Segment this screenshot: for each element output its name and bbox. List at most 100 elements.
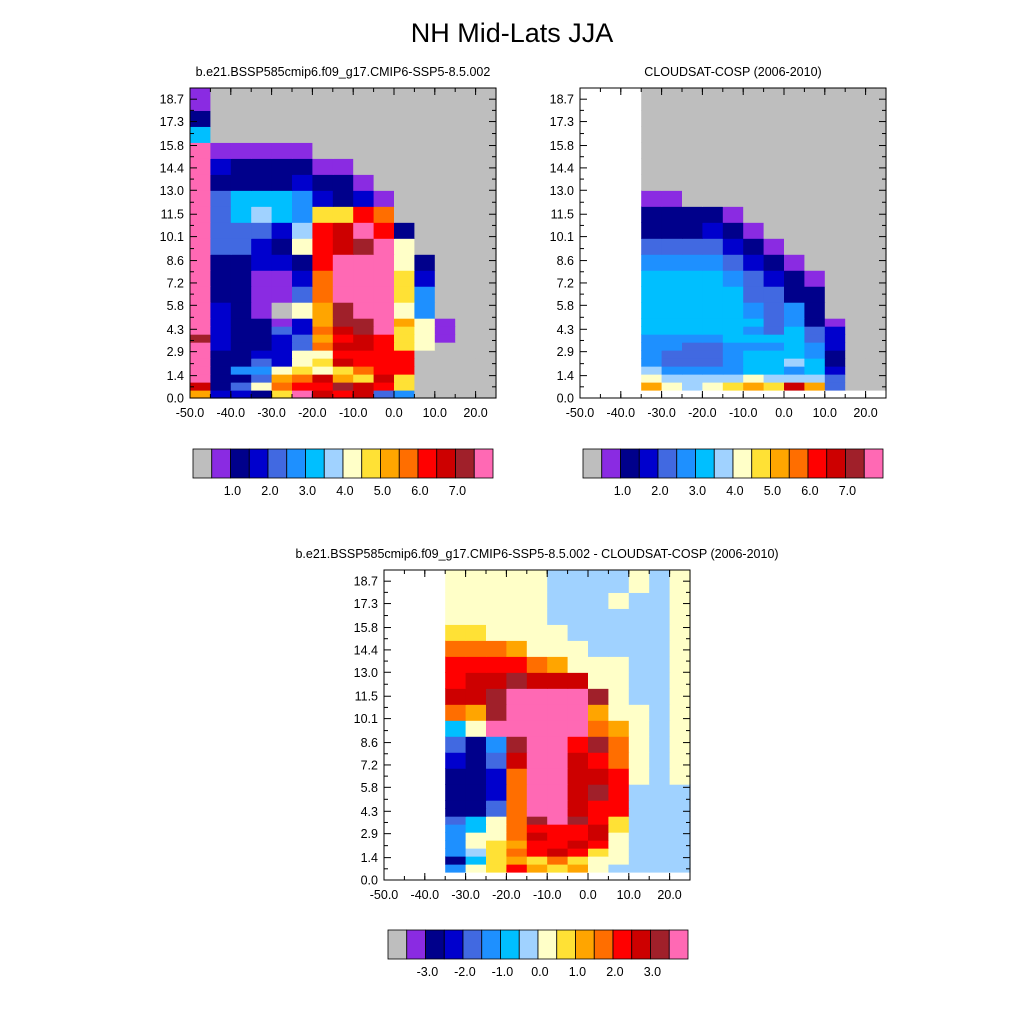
- heatmap-cell: [845, 174, 867, 191]
- heatmap-cell: [547, 720, 569, 737]
- heatmap-cell: [271, 350, 293, 359]
- heatmap-cell: [394, 374, 415, 383]
- heatmap-cell: [649, 656, 671, 673]
- heatmap-cell: [824, 174, 846, 191]
- heatmap-cell: [353, 334, 375, 343]
- heatmap-cell: [414, 110, 436, 127]
- heatmap-cell: [434, 374, 456, 383]
- heatmap-cell: [743, 110, 765, 127]
- heatmap-cell: [661, 318, 683, 327]
- heatmap-cell: [669, 832, 691, 841]
- heatmap-cell: [763, 174, 785, 191]
- plot-frame: [383, 569, 691, 881]
- heatmap-cell: [661, 222, 683, 239]
- heatmap-cell: [312, 318, 334, 327]
- heatmap-cell: [661, 238, 683, 255]
- heatmap-cell: [763, 318, 785, 327]
- heatmap-cell: [804, 302, 826, 319]
- heatmap-cell: [394, 126, 415, 143]
- heatmap-cell: [445, 824, 467, 833]
- heatmap-cell: [547, 704, 569, 721]
- colorbar-swatch: [612, 929, 633, 960]
- heatmap-cell: [271, 142, 293, 159]
- heatmap-cell: [743, 374, 765, 383]
- heatmap-cell: [190, 374, 211, 383]
- heatmap-cell: [547, 848, 569, 857]
- heatmap-cell: [526, 840, 548, 849]
- heatmap-cell: [526, 672, 548, 689]
- heatmap-cell: [414, 126, 436, 143]
- heatmap-cell: [784, 126, 805, 143]
- heatmap-cell: [230, 270, 252, 287]
- x-tick-label: -50.0: [566, 406, 595, 420]
- heatmap-cell: [743, 350, 765, 359]
- heatmap-cell: [702, 350, 724, 359]
- heatmap-cell: [526, 800, 548, 809]
- heatmap-cell: [271, 358, 293, 367]
- heatmap-cell: [661, 358, 683, 367]
- heatmap-cell: [804, 350, 826, 359]
- heatmap-cell: [455, 206, 477, 223]
- heatmap-cell: [702, 286, 724, 303]
- heatmap-cell: [486, 864, 507, 873]
- heatmap-cell: [312, 206, 334, 223]
- heatmap-cell: [641, 222, 663, 239]
- heatmap-cell: [455, 302, 477, 319]
- x-tick-label: -30.0: [257, 406, 286, 420]
- x-tick-label: -10.0: [533, 888, 562, 902]
- heatmap-cell: [588, 848, 609, 857]
- heatmap-cell: [743, 358, 765, 367]
- colorbar-label: 6.0: [801, 484, 818, 498]
- colorbar-swatch: [518, 929, 539, 960]
- heatmap-cell: [784, 174, 805, 191]
- colorbar-label: -2.0: [454, 965, 476, 979]
- heatmap-cell: [414, 302, 436, 319]
- heatmap-cell: [414, 222, 436, 239]
- panel-title: b.e21.BSSP585cmip6.f09_g17.CMIP6-SSP5-8.…: [196, 65, 491, 79]
- colorbar-label: 3.0: [689, 484, 706, 498]
- heatmap-cell: [722, 326, 744, 335]
- heatmap-cell: [763, 110, 785, 127]
- heatmap-cell: [824, 142, 846, 159]
- heatmap-cell: [332, 318, 354, 327]
- x-tick-label: 0.0: [385, 406, 402, 420]
- heatmap-cell: [641, 126, 663, 143]
- heatmap-cell: [353, 110, 375, 127]
- heatmap-cell: [210, 158, 232, 175]
- heatmap-cell: [649, 624, 671, 641]
- heatmap-cell: [763, 222, 785, 239]
- heatmap-cell: [682, 88, 703, 111]
- heatmap-cell: [763, 270, 785, 287]
- heatmap-cell: [434, 190, 456, 207]
- heatmap-cell: [702, 238, 724, 255]
- heatmap-cell: [230, 302, 252, 319]
- heatmap-cell: [763, 158, 785, 175]
- heatmap-cell: [394, 350, 415, 359]
- heatmap-cell: [312, 238, 334, 255]
- heatmap-cell: [251, 158, 273, 175]
- heatmap-cell: [845, 318, 867, 327]
- heatmap-cell: [475, 142, 497, 159]
- heatmap-cell: [353, 142, 375, 159]
- heatmap-cell: [475, 126, 497, 143]
- colorbar-label: 5.0: [764, 484, 781, 498]
- heatmap-cell: [271, 318, 293, 327]
- heatmap-cell: [373, 142, 395, 159]
- heatmap-cell: [434, 302, 456, 319]
- heatmap-cell: [784, 222, 805, 239]
- heatmap-cell: [506, 608, 528, 625]
- heatmap-cell: [804, 190, 826, 207]
- heatmap-cell: [804, 286, 826, 303]
- colorbar-label: 3.0: [299, 484, 316, 498]
- heatmap-cell: [210, 206, 232, 223]
- heatmap-cell: [804, 110, 826, 127]
- heatmap-cell: [445, 800, 467, 809]
- heatmap-cell: [210, 350, 232, 359]
- heatmap-cell: [661, 110, 683, 127]
- heatmap-cell: [475, 158, 497, 175]
- heatmap-cell: [702, 126, 724, 143]
- heatmap-cell: [628, 624, 650, 641]
- heatmap-cell: [373, 286, 395, 303]
- colorbar-label: 2.0: [261, 484, 278, 498]
- heatmap-cell: [608, 608, 630, 625]
